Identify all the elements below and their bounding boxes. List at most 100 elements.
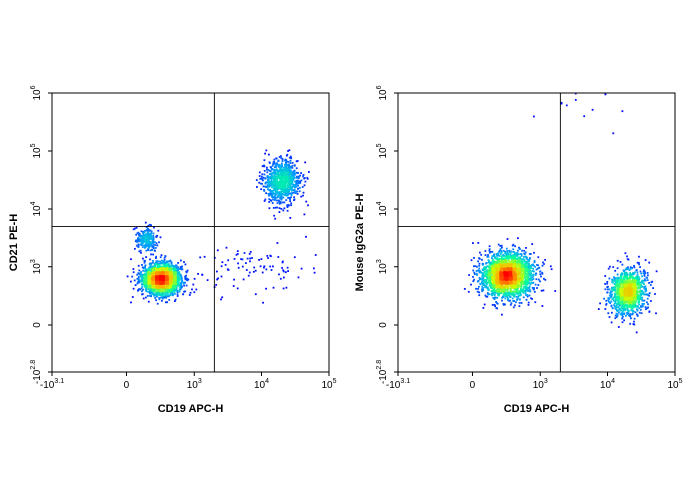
event-dot: [628, 304, 631, 307]
event-dot: [484, 284, 487, 287]
event-dot: [159, 267, 162, 270]
event-dot: [280, 157, 283, 159]
event-dot: [482, 282, 485, 284]
event-dot: [286, 172, 289, 175]
event-dot: [170, 261, 173, 264]
event-dot: [171, 293, 174, 295]
event-dot: [608, 277, 611, 280]
event-dot: [303, 184, 306, 187]
event-dot: [277, 256, 280, 258]
event-dot: [574, 99, 577, 101]
event-dot: [147, 288, 150, 291]
event-dot: [217, 277, 219, 280]
event-dot: [177, 271, 179, 274]
event-dot: [279, 177, 282, 180]
event-dot: [172, 272, 175, 274]
event-dot: [138, 269, 141, 272]
event-dot: [615, 316, 618, 318]
event-dot: [279, 277, 282, 280]
event-dot: [160, 259, 163, 262]
event-dot: [267, 257, 269, 259]
event-dot: [156, 302, 159, 305]
event-dot: [630, 267, 633, 270]
event-dot: [637, 280, 640, 283]
event-dot: [505, 254, 508, 257]
event-dot: [300, 179, 303, 182]
event-dot: [284, 173, 287, 175]
event-dot: [641, 275, 643, 278]
event-dot: [263, 159, 266, 162]
event-dot: [525, 265, 528, 267]
event-dot: [649, 284, 652, 286]
event-dot: [630, 273, 633, 276]
event-dot: [289, 177, 292, 180]
event-dot: [162, 280, 165, 283]
event-dot: [517, 237, 519, 240]
event-dot: [265, 186, 268, 188]
event-dot: [499, 252, 502, 255]
event-dot: [637, 275, 639, 278]
event-dot: [177, 272, 179, 275]
event-dot: [154, 297, 157, 299]
event-dot: [162, 267, 165, 270]
event-dot: [616, 278, 619, 280]
event-dot: [645, 287, 647, 290]
event-dot: [523, 274, 526, 277]
event-dot: [158, 289, 161, 292]
event-dot: [137, 243, 140, 246]
event-dot: [520, 263, 523, 266]
event-dot: [478, 278, 481, 281]
event-dot: [616, 302, 618, 305]
event-dot: [182, 282, 185, 285]
event-dot: [614, 289, 616, 292]
event-dot: [507, 255, 510, 257]
event-dot: [249, 260, 251, 263]
event-dot: [606, 286, 609, 289]
event-dot: [271, 175, 273, 177]
event-dot: [485, 262, 487, 265]
event-dot: [516, 255, 518, 257]
event-dot: [279, 192, 281, 195]
event-dot: [632, 306, 635, 309]
event-dot: [150, 237, 153, 240]
event-dot: [161, 285, 164, 288]
event-dot: [526, 278, 529, 281]
event-dot: [140, 271, 142, 273]
event-dot: [165, 264, 167, 267]
event-dot: [139, 239, 141, 241]
event-dot: [487, 254, 489, 256]
event-dot: [266, 171, 269, 174]
event-dot: [169, 268, 172, 270]
event-dot: [614, 314, 617, 317]
event-dot: [166, 269, 169, 272]
event-dot: [274, 198, 277, 201]
event-dot: [139, 236, 142, 239]
event-dot: [133, 279, 136, 282]
event-dot: [143, 235, 145, 238]
event-dot: [479, 251, 481, 254]
event-dot: [614, 306, 617, 309]
event-dot: [293, 188, 296, 191]
event-dot: [629, 313, 632, 315]
event-dot: [506, 295, 509, 298]
event-dot: [141, 278, 144, 281]
event-dot: [613, 292, 616, 295]
event-dot: [266, 181, 269, 183]
event-dot: [134, 284, 137, 286]
event-dot: [518, 302, 521, 304]
event-dot: [616, 276, 619, 279]
event-dot: [533, 251, 535, 254]
event-dot: [618, 304, 621, 306]
event-dot: [491, 289, 494, 292]
event-dot: [636, 305, 639, 307]
event-dot: [169, 265, 172, 268]
event-dot: [512, 255, 514, 257]
event-dot: [288, 192, 291, 195]
event-dot: [150, 241, 153, 244]
event-dot: [157, 293, 160, 296]
event-dot: [527, 269, 529, 271]
x-tick-label: -103.1: [40, 378, 64, 391]
event-dot: [164, 262, 166, 265]
event-dot: [141, 280, 143, 283]
event-dot: [289, 155, 292, 158]
